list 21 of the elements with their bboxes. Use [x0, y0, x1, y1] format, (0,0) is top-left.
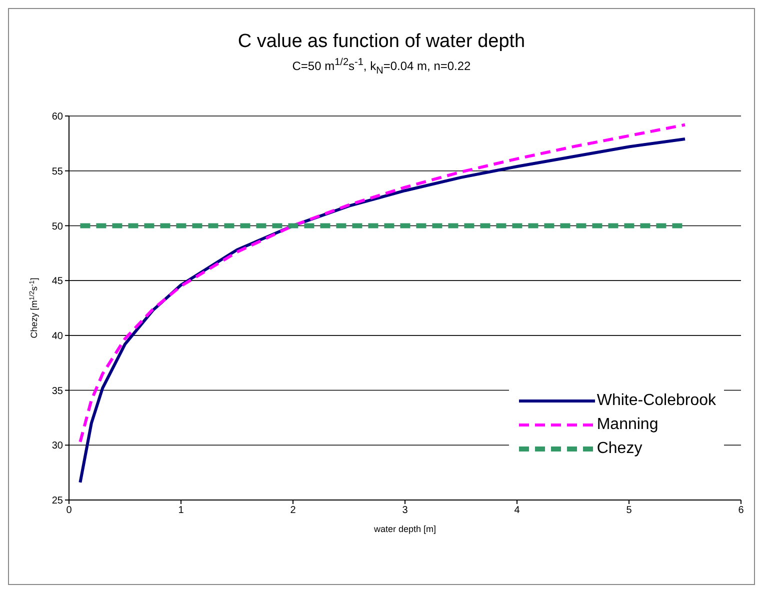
chart-subtitle: C=50 m$^{1/2}$s$^{-1}$, k$_{N}$=0.04 m, n=0.22 — [291, 57, 472, 76]
x-tick-label: 6 — [738, 505, 744, 516]
x-tick-label: 1 — [178, 505, 184, 516]
legend-label: White-Colebrook — [596, 392, 716, 410]
chart-title: C value as function of water depth — [236, 31, 526, 53]
y-tick-label: 25 — [52, 496, 64, 507]
y-tick-label: 45 — [52, 276, 64, 288]
y-tick-label: 55 — [52, 166, 64, 178]
y-tick-label: 30 — [52, 441, 64, 452]
legend-label: Chezy — [596, 440, 642, 458]
y-tick-label: 50 — [52, 222, 64, 233]
y-tick-label: 60 — [52, 112, 64, 123]
y-tick-label: 35 — [52, 386, 64, 398]
x-tick-label: 3 — [402, 505, 408, 516]
x-tick-label: 5 — [626, 505, 632, 516]
legend-label: Manning — [596, 416, 658, 434]
x-tick-label: 0 — [66, 505, 72, 516]
x-axis-title: water depth [m] — [372, 524, 436, 534]
y-tick-label: 40 — [52, 331, 64, 342]
x-tick-label: 2 — [290, 505, 296, 516]
x-tick-label: 4 — [514, 505, 520, 516]
